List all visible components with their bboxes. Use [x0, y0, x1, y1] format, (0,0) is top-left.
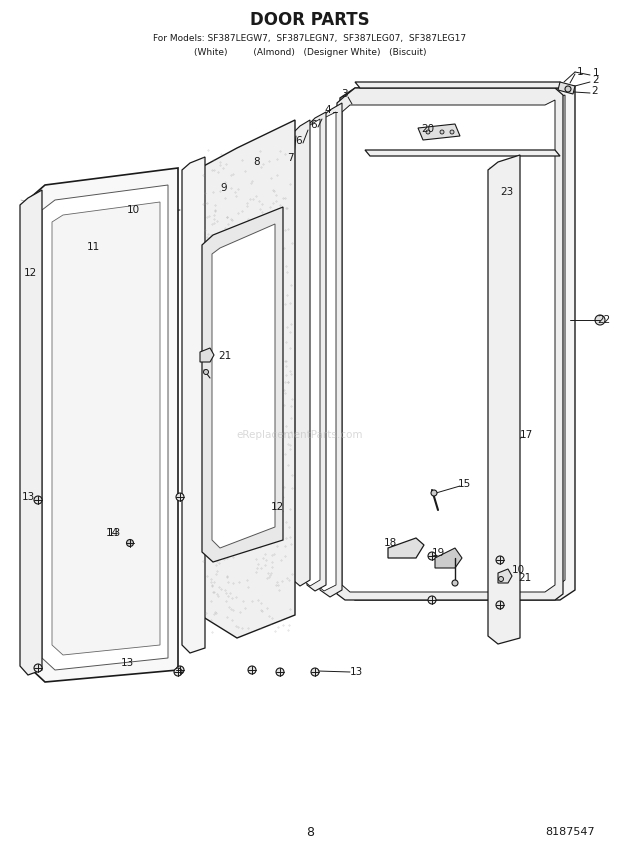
- Circle shape: [311, 668, 319, 676]
- Circle shape: [426, 130, 430, 134]
- Text: 14: 14: [105, 528, 118, 538]
- Text: 6: 6: [311, 120, 317, 130]
- Text: 17: 17: [520, 430, 533, 440]
- Polygon shape: [30, 168, 178, 682]
- Polygon shape: [558, 82, 575, 94]
- Polygon shape: [303, 119, 320, 586]
- Polygon shape: [320, 103, 342, 597]
- Circle shape: [428, 552, 436, 560]
- Text: 11: 11: [86, 242, 100, 252]
- Polygon shape: [342, 100, 555, 592]
- Polygon shape: [355, 82, 565, 88]
- Text: 13: 13: [120, 658, 134, 668]
- Polygon shape: [202, 207, 283, 562]
- Text: 19: 19: [432, 548, 445, 558]
- Circle shape: [428, 596, 436, 604]
- Circle shape: [34, 496, 42, 504]
- Text: 2: 2: [591, 86, 598, 96]
- Text: 7: 7: [286, 153, 293, 163]
- Text: 1: 1: [577, 67, 583, 77]
- Circle shape: [174, 668, 182, 676]
- Polygon shape: [352, 95, 565, 590]
- Text: DOOR PARTS: DOOR PARTS: [250, 11, 370, 29]
- Text: 8: 8: [306, 825, 314, 839]
- Polygon shape: [293, 120, 310, 586]
- Polygon shape: [317, 112, 336, 591]
- Text: 10: 10: [512, 565, 525, 575]
- Text: 21: 21: [218, 351, 232, 361]
- Circle shape: [452, 580, 458, 586]
- Text: 18: 18: [383, 538, 397, 548]
- Text: 6: 6: [296, 136, 303, 146]
- Text: 20: 20: [422, 124, 435, 134]
- Text: 1: 1: [593, 68, 600, 78]
- Circle shape: [496, 556, 504, 564]
- Text: 8187547: 8187547: [545, 827, 595, 837]
- Text: 23: 23: [500, 187, 513, 197]
- Polygon shape: [388, 538, 424, 558]
- Polygon shape: [52, 202, 160, 655]
- Text: 12: 12: [270, 502, 283, 512]
- Circle shape: [595, 315, 605, 325]
- Text: 9: 9: [221, 183, 228, 193]
- Circle shape: [176, 493, 184, 501]
- Polygon shape: [365, 150, 560, 156]
- Text: 13: 13: [21, 492, 35, 502]
- Circle shape: [440, 130, 444, 134]
- Text: 12: 12: [24, 268, 37, 278]
- Circle shape: [34, 664, 42, 672]
- Text: 22: 22: [598, 315, 611, 325]
- Text: eReplacementParts.com: eReplacementParts.com: [237, 430, 363, 440]
- Text: 3: 3: [340, 89, 347, 99]
- Polygon shape: [42, 185, 168, 670]
- Polygon shape: [212, 224, 275, 548]
- Circle shape: [498, 576, 503, 581]
- Circle shape: [496, 601, 504, 609]
- Text: 13: 13: [350, 667, 363, 677]
- Text: For Models: SF387LEGW7,  SF387LEGN7,  SF387LEG07,  SF387LEG17: For Models: SF387LEGW7, SF387LEGN7, SF38…: [153, 33, 467, 43]
- Circle shape: [431, 490, 437, 496]
- Polygon shape: [200, 348, 214, 362]
- Polygon shape: [20, 190, 42, 675]
- Circle shape: [450, 130, 454, 134]
- Polygon shape: [488, 155, 520, 644]
- Polygon shape: [307, 112, 326, 591]
- Text: 21: 21: [518, 573, 531, 583]
- Polygon shape: [200, 120, 295, 638]
- Text: (White)         (Almond)   (Designer White)   (Biscuit): (White) (Almond) (Designer White) (Biscu…: [193, 47, 427, 56]
- Circle shape: [276, 668, 284, 676]
- Polygon shape: [182, 157, 205, 653]
- Circle shape: [126, 539, 133, 546]
- Polygon shape: [340, 86, 575, 600]
- Polygon shape: [337, 88, 563, 600]
- Polygon shape: [435, 548, 462, 568]
- Text: 15: 15: [458, 479, 471, 489]
- Text: 2: 2: [593, 75, 600, 85]
- Circle shape: [248, 666, 256, 674]
- Text: 8: 8: [254, 157, 260, 167]
- Text: 13: 13: [107, 528, 121, 538]
- Circle shape: [176, 666, 184, 674]
- Text: 4: 4: [325, 105, 331, 115]
- Polygon shape: [498, 569, 512, 583]
- Circle shape: [565, 86, 571, 92]
- Circle shape: [203, 370, 208, 375]
- Text: 10: 10: [126, 205, 140, 215]
- Polygon shape: [418, 124, 460, 140]
